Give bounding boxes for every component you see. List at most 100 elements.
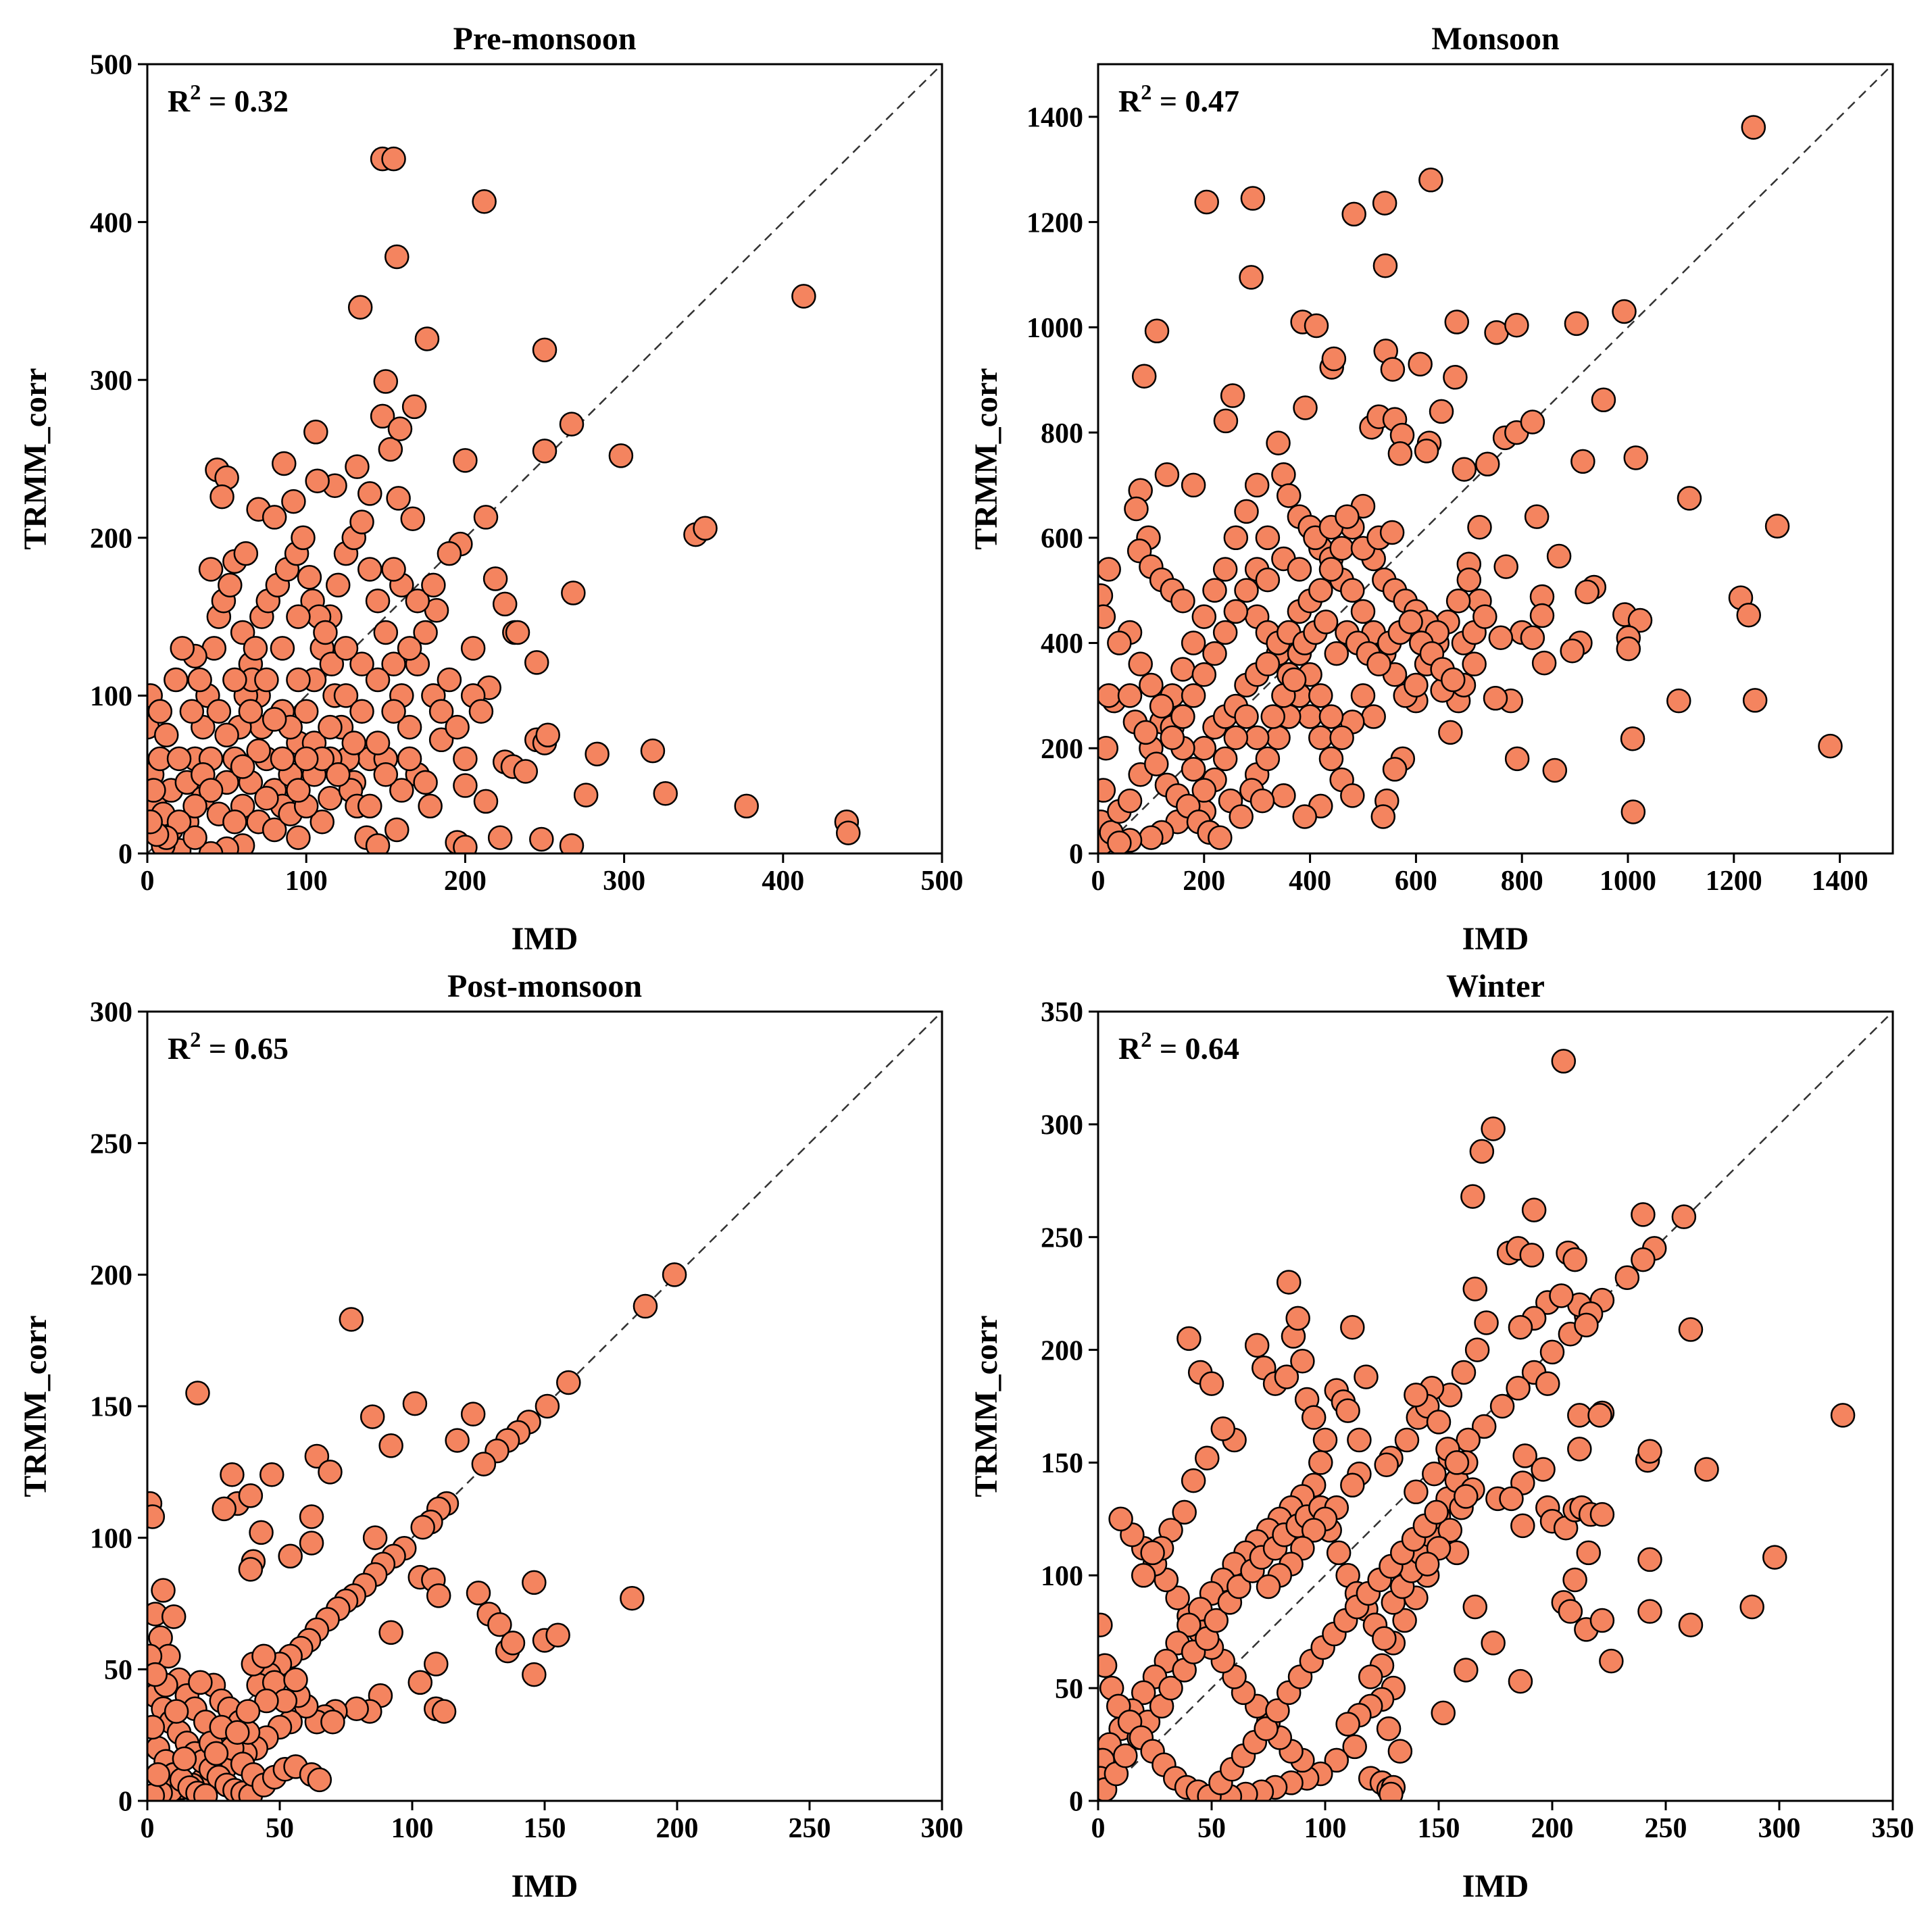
scatter-point: [381, 699, 406, 724]
scatter-point: [473, 505, 499, 530]
x-tick-label: 300: [1758, 1813, 1801, 1844]
scatter-point: [1574, 1312, 1599, 1338]
scatter-point: [1392, 1608, 1417, 1633]
y-tick-label: 250: [90, 1128, 132, 1160]
x-axis-label: IMD: [1462, 1868, 1529, 1904]
scatter-point: [365, 730, 391, 755]
y-tick-label: 100: [90, 1523, 132, 1554]
scatter-point: [1531, 650, 1557, 676]
scatter-point: [1133, 720, 1158, 745]
scatter-point: [147, 810, 163, 835]
scatter-point: [1098, 583, 1114, 608]
scatter-point: [362, 1525, 388, 1550]
scatter-point: [182, 793, 207, 819]
scatter-point: [249, 1520, 274, 1545]
scatter-point: [1612, 299, 1637, 324]
scatter-point: [487, 825, 513, 850]
scatter-point: [1504, 746, 1530, 772]
scatter-point: [1256, 1574, 1281, 1599]
scatter-point: [1531, 1457, 1556, 1482]
scatter-point: [1380, 357, 1406, 382]
scatter-point: [222, 810, 247, 835]
scatter-point: [1170, 704, 1195, 729]
scatter-point: [286, 778, 311, 803]
scatter-point: [1506, 1376, 1531, 1401]
scatter-point: [185, 1381, 210, 1406]
x-tick-label: 200: [1531, 1813, 1574, 1844]
scatter-point: [1308, 1450, 1333, 1475]
scatter-point: [487, 1612, 512, 1637]
scatter-point: [1350, 599, 1376, 624]
annotation-base: R: [1118, 84, 1141, 118]
annotation-value: = 0.47: [1151, 84, 1239, 118]
scatter-points: [147, 146, 861, 853]
scatter-point: [193, 1783, 218, 1801]
scatter-point: [1271, 783, 1296, 808]
x-tick-label: 50: [266, 1813, 294, 1844]
y-tick-label: 0: [118, 1787, 132, 1818]
scatter-point: [1324, 1747, 1349, 1773]
scatter-point: [243, 636, 268, 661]
scatter-point: [1210, 1416, 1236, 1441]
scatter-point: [414, 326, 440, 351]
scatter-point: [1117, 683, 1143, 708]
scatter-point: [182, 825, 207, 850]
scatter-point: [164, 1699, 189, 1724]
scatter-point: [307, 1767, 332, 1793]
scatter-point: [386, 486, 411, 511]
scatter-point: [1229, 804, 1254, 829]
scatter-point: [1481, 1631, 1506, 1656]
scatter-point: [397, 636, 422, 661]
scatter-point: [1564, 311, 1589, 337]
scatter-point: [1265, 1698, 1290, 1723]
scatter-point: [1587, 1403, 1612, 1428]
scatter-point: [209, 484, 234, 510]
x-tick-label: 200: [1183, 866, 1225, 897]
chart-title: Post-monsoon: [447, 968, 642, 1004]
scatter-point: [1223, 525, 1249, 551]
scatter-point: [166, 746, 192, 772]
scatter-point: [1666, 688, 1691, 714]
y-tick-label: 1000: [1026, 313, 1083, 344]
scatter-point: [413, 620, 438, 645]
y-tick-label: 50: [1055, 1674, 1083, 1705]
r-squared-annotation: R2 = 0.65: [168, 1027, 289, 1066]
scatter-point: [1154, 462, 1180, 487]
scatter-point: [299, 1504, 324, 1529]
scatter-point: [1408, 351, 1433, 377]
scatter-point: [1239, 265, 1264, 290]
scatter-point: [1313, 610, 1339, 635]
scatter-point: [1623, 445, 1649, 470]
scatter-points: [1098, 1049, 1856, 1801]
scatter-point: [1292, 804, 1318, 829]
scatter-point: [1098, 604, 1116, 629]
x-axis-label: IMD: [512, 1868, 578, 1904]
scatter-point: [1181, 630, 1206, 655]
scatter-point: [153, 722, 179, 748]
scatter-point: [532, 337, 558, 363]
scatter-point: [1462, 651, 1487, 676]
scatter-point: [1467, 514, 1492, 540]
scatter-point: [1308, 683, 1333, 708]
scatter-point: [1199, 1371, 1224, 1396]
scatter-point: [535, 722, 560, 748]
scatter-point: [1318, 704, 1344, 729]
scatter-point: [251, 1643, 276, 1669]
scatter-point: [1342, 1734, 1367, 1760]
scatter-point: [1297, 704, 1322, 729]
scatter-point: [1739, 1594, 1764, 1620]
scatter-point: [381, 557, 406, 582]
scatter-point: [492, 591, 518, 617]
scatter-point: [1570, 449, 1595, 474]
y-tick-label: 200: [90, 524, 132, 555]
scatter-point: [466, 1581, 491, 1606]
annotation-base: R: [168, 84, 191, 118]
scatter-point: [318, 1460, 343, 1485]
scatter-point: [1366, 651, 1391, 676]
scatter-point: [1340, 578, 1365, 603]
scatter-point: [640, 738, 666, 764]
scatter-point: [357, 557, 382, 582]
scatter-point: [1499, 1486, 1524, 1512]
scatter-point: [653, 780, 678, 806]
scatter-point: [1181, 472, 1206, 498]
